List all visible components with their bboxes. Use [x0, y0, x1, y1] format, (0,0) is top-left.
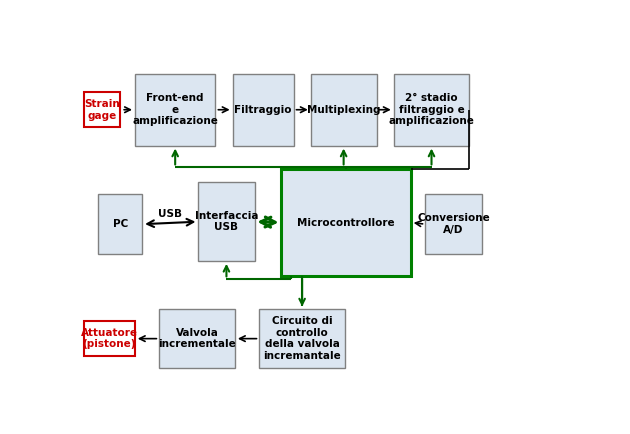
Bar [232, 74, 294, 146]
Bar [311, 74, 377, 146]
Text: Attuatore
(pistone): Attuatore (pistone) [81, 328, 138, 349]
Text: Strain
gage: Strain gage [84, 99, 120, 121]
Bar [394, 74, 469, 146]
Text: 2° stadio
filtraggio e
amplificazione: 2° stadio filtraggio e amplificazione [389, 93, 474, 126]
Bar [282, 169, 411, 276]
Bar [159, 309, 235, 368]
Text: Multiplexing: Multiplexing [307, 105, 381, 115]
Text: Front-end
e
amplificazione: Front-end e amplificazione [132, 93, 218, 126]
Text: Circuito di
controllo
della valvola
incremantale: Circuito di controllo della valvola incr… [263, 316, 341, 361]
Bar [425, 194, 481, 254]
Bar [98, 194, 142, 254]
Text: Microcontrollore: Microcontrollore [297, 217, 395, 227]
Bar [198, 182, 255, 261]
Text: Interfaccia
USB: Interfaccia USB [195, 211, 258, 233]
Bar [135, 74, 215, 146]
Bar [84, 92, 120, 127]
Bar [84, 321, 135, 356]
Text: PC: PC [113, 219, 128, 229]
Bar [260, 309, 345, 368]
Text: Conversione
A/D: Conversione A/D [417, 214, 490, 235]
Text: Filtraggio: Filtraggio [234, 105, 292, 115]
Text: USB: USB [158, 209, 182, 219]
Text: Valvola
incrementale: Valvola incrementale [158, 328, 236, 349]
